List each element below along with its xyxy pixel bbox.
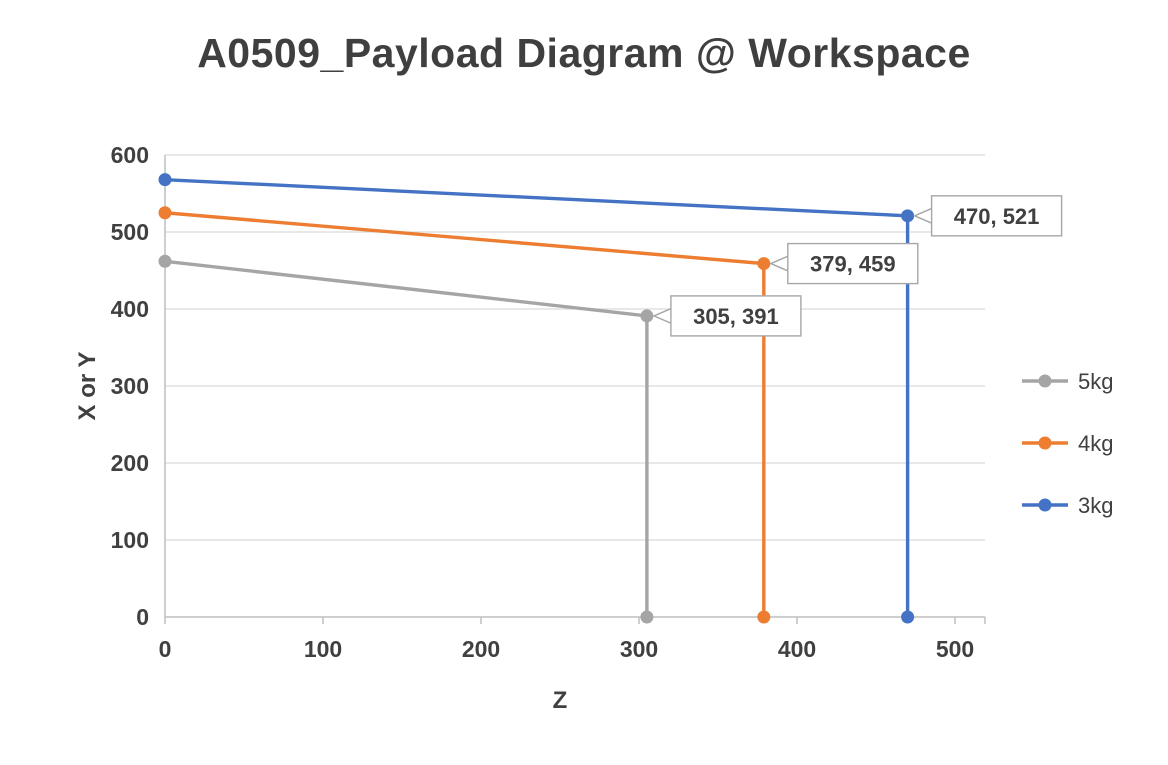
x-tick-label: 300	[620, 636, 658, 662]
y-tick-label: 200	[111, 450, 149, 476]
chart-title: A0509_Payload Diagram @ Workspace	[197, 30, 971, 76]
series-marker-5kg	[158, 254, 172, 268]
y-tick-label: 100	[111, 527, 149, 553]
series-line-5kg	[164, 259, 649, 617]
y-tick-label: 500	[111, 219, 149, 245]
legend-label-5kg: 5kg	[1078, 369, 1113, 394]
series-marker-3kg	[901, 209, 915, 223]
y-tick-label: 400	[111, 296, 149, 322]
x-tick-label: 400	[778, 636, 816, 662]
annotation-label: 470, 521	[954, 204, 1040, 229]
x-tick-label: 200	[462, 636, 500, 662]
series-marker-4kg	[757, 257, 771, 271]
legend-marker-3kg	[1038, 498, 1052, 512]
series-marker-5kg	[640, 309, 654, 323]
x-axis-title: Z	[553, 687, 568, 714]
series-line-4kg	[164, 211, 766, 617]
legend-label-3kg: 3kg	[1078, 493, 1113, 518]
x-tick-label: 500	[936, 636, 974, 662]
annotation-box	[787, 242, 919, 285]
series-marker-4kg	[158, 206, 172, 220]
annotation-box	[670, 295, 802, 337]
legend-marker-5kg	[1038, 374, 1052, 388]
annotation-label: 379, 459	[810, 252, 896, 277]
legend-label-4kg: 4kg	[1078, 431, 1113, 456]
y-tick-label: 0	[136, 604, 149, 630]
series-marker-5kg	[640, 610, 654, 624]
y-tick-label: 300	[111, 373, 149, 399]
x-tick-label: 0	[159, 636, 172, 662]
annotation-box	[930, 195, 1063, 237]
y-axis-title: X or Y	[74, 352, 101, 421]
annotation-label: 305, 391	[693, 304, 779, 329]
series-marker-4kg	[757, 610, 771, 624]
x-tick-label: 100	[304, 636, 342, 662]
y-tick-label: 600	[111, 142, 149, 168]
series-marker-3kg	[158, 173, 172, 187]
series-marker-3kg	[901, 610, 915, 624]
legend-marker-4kg	[1038, 436, 1052, 450]
